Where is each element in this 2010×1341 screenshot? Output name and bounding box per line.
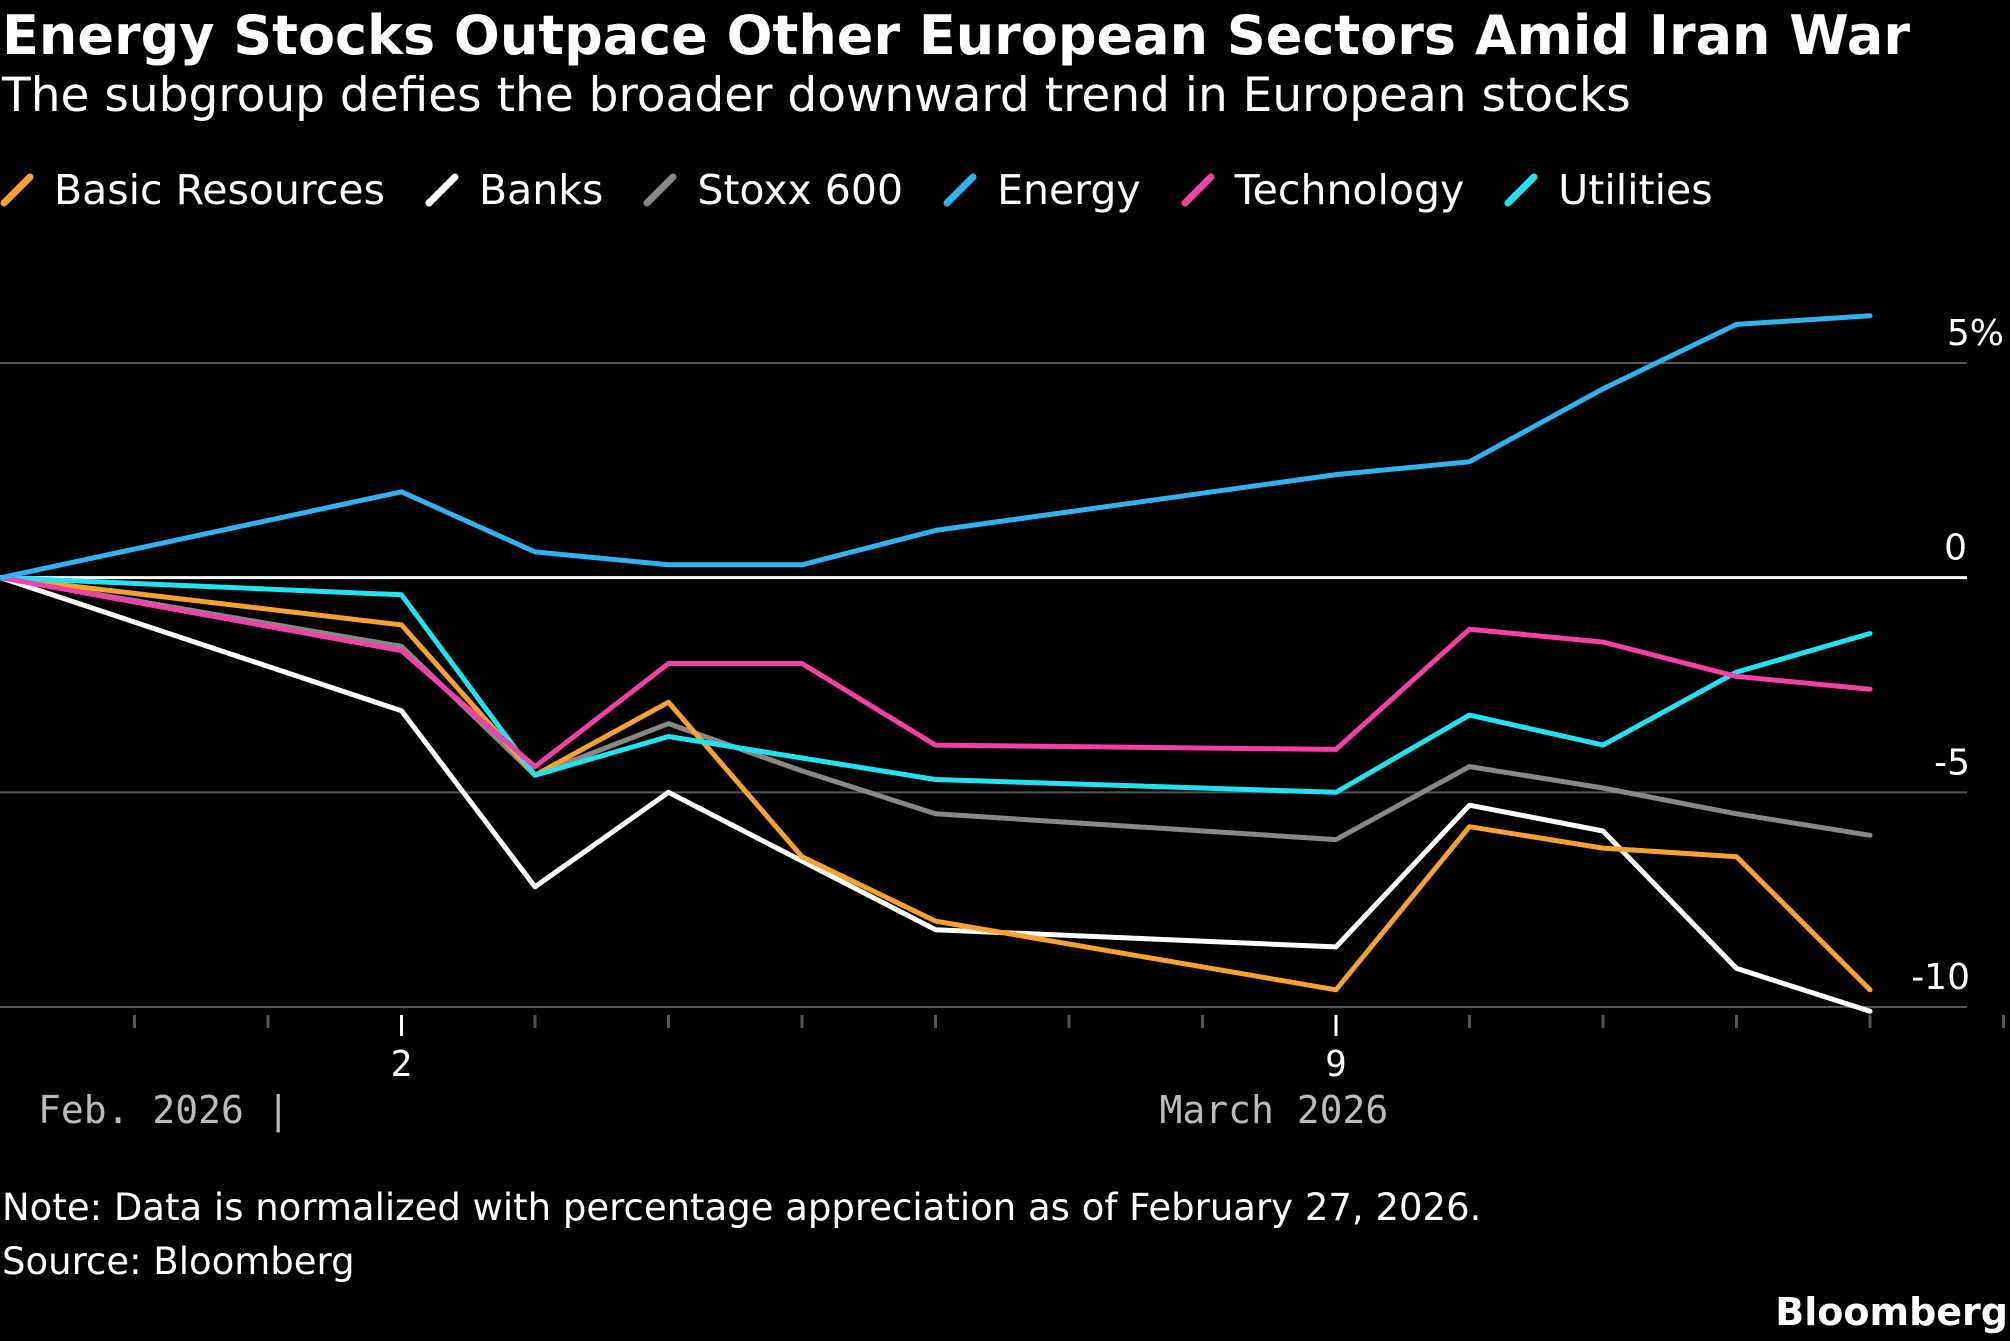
legend-swatch-icon	[0, 173, 34, 207]
legend-label: Banks	[478, 166, 604, 214]
legend-swatch-icon	[1181, 173, 1215, 207]
legend-label: Technology	[1234, 166, 1465, 214]
legend-label: Utilities	[1558, 166, 1713, 214]
x-period-label: Feb. 2026 |	[38, 1088, 290, 1133]
series-line-stoxx-600	[0, 575, 1873, 843]
chart-subtitle: The subgroup defies the broader downward…	[2, 68, 1631, 123]
line-chart: 5% 0 -5 -10 2 9 Feb. 2026 | March 2026	[0, 313, 2005, 1133]
chart-source: Source: Bloomberg	[2, 1240, 355, 1283]
y-tick-label: 0	[1944, 528, 1967, 569]
legend-label: Stoxx 600	[697, 166, 904, 214]
legend-item-technology: Technology	[1181, 166, 1465, 214]
legend-label: Basic Resources	[54, 166, 385, 214]
y-tick-label: 5%	[1947, 313, 2004, 354]
series-line-energy	[0, 313, 1873, 581]
series-line-banks	[0, 575, 1873, 1014]
legend-item-utilities: Utilities	[1504, 166, 1713, 214]
legend-swatch-icon	[943, 173, 977, 207]
legend-item-stoxx-600: Stoxx 600	[643, 166, 903, 214]
legend-swatch-icon	[643, 173, 677, 207]
legend-swatch-icon	[425, 173, 459, 207]
x-tick-label: 2	[391, 1044, 413, 1085]
series-line-technology	[0, 575, 1873, 770]
bloomberg-logo: Bloomberg	[1775, 1290, 2008, 1334]
x-tick-label: 9	[1325, 1044, 1347, 1085]
y-tick-label: -5	[1934, 742, 1970, 783]
legend-label: Energy	[997, 166, 1141, 214]
chart-note: Note: Data is normalized with percentage…	[2, 1186, 1482, 1229]
legend-swatch-icon	[1504, 173, 1538, 207]
chart-title: Energy Stocks Outpace Other European Sec…	[2, 4, 1910, 67]
series-line-utilities	[0, 575, 1873, 795]
y-tick-label: -10	[1911, 957, 1970, 998]
chart-legend: Basic Resources Banks Stoxx 600 Energy Techn…	[0, 162, 1753, 218]
x-period-label: March 2026	[1160, 1088, 1389, 1132]
legend-item-basic-resources: Basic Resources	[0, 166, 385, 214]
legend-item-banks: Banks	[425, 166, 603, 214]
legend-item-energy: Energy	[943, 166, 1141, 214]
